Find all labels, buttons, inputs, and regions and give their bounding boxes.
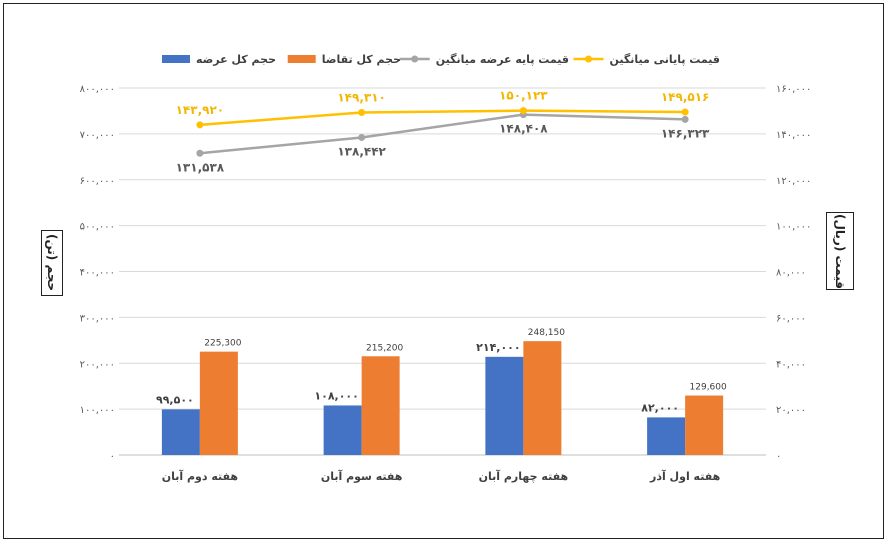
legend-marker	[585, 55, 592, 63]
right-tick-label: ۲۰,۰۰۰	[776, 405, 806, 416]
right-tick-label: ۱۴۰,۰۰۰	[776, 130, 811, 141]
demand-data-label: 129,600	[690, 383, 727, 393]
base-price-point	[681, 115, 689, 123]
supply-data-label: ۲۱۴,۰۰۰	[476, 341, 520, 354]
left-tick-label: ۰	[110, 451, 115, 462]
right-tick-label: ۱۰۰,۰۰۰	[776, 222, 811, 233]
demand-bar	[199, 351, 238, 455]
demand-data-label: 225,300	[204, 339, 241, 349]
final-price-point	[196, 121, 204, 129]
left-tick-label: ۷۰۰,۰۰۰	[80, 130, 115, 141]
left-tick-label: ۵۰۰,۰۰۰	[80, 222, 115, 233]
legend-label: قیمت پایه عرضه میانگین	[436, 53, 569, 66]
supply-bar	[323, 405, 362, 455]
final-price-data-label: ۱۴۳,۹۲۰	[176, 103, 225, 117]
left-axis-title: حجم (تن)	[45, 234, 59, 292]
demand-bar	[685, 395, 724, 455]
supply-data-label: ۹۹,۵۰۰	[156, 393, 194, 406]
right-axis-title: قیمت (ریال)	[833, 213, 847, 289]
left-tick-label: ۳۰۰,۰۰۰	[80, 313, 115, 324]
chart-canvas: ۰ ۱۰۰,۰۰۰ ۲۰۰,۰۰۰ ۳۰۰,۰۰۰ ۴۰۰,۰۰۰ ۵۰۰,۰۰۰ ۶۰۰,…	[80, 53, 812, 483]
supply-data-label: ۸۲,۰۰۰	[641, 401, 679, 414]
bars-group: ۹۹,۵۰۰ ۱۰۸,۰۰۰ ۲۱۴,۰۰۰ ۸۲,۰۰۰ 225,300 215,200…	[156, 328, 727, 455]
supply-bar	[647, 417, 686, 455]
final-price-data-label: ۱۵۰,۱۲۳	[499, 89, 548, 103]
left-tick-label: ۴۰۰,۰۰۰	[80, 268, 115, 279]
base-price-point	[358, 133, 366, 141]
category-label: هفته اول آذر	[649, 469, 720, 483]
final-price-data-label: ۱۴۹,۳۱۰	[337, 91, 386, 105]
category-label: هفته سوم آبان	[321, 469, 403, 483]
left-tick-label: ۱۰۰,۰۰۰	[80, 405, 115, 416]
demand-bar	[523, 341, 562, 455]
right-axis-title-box: قیمت (ریال)	[826, 212, 854, 290]
demand-bar	[361, 356, 400, 455]
left-tick-label: ۸۰۰,۰۰۰	[80, 84, 115, 95]
right-tick-label: ۱۲۰,۰۰۰	[776, 176, 811, 187]
demand-data-label: 215,200	[366, 343, 403, 353]
lines-group: ۱۳۱,۵۳۸ ۱۳۸,۴۴۲ ۱۴۸,۴۰۸ ۱۴۶,۳۲۳ ۱۴۳,۹۲۰ ۱۴۹,۳…	[176, 89, 710, 175]
base-price-point	[196, 149, 204, 157]
legend-label: حجم کل عرضه	[196, 53, 276, 66]
right-tick-label: ۱۶۰,۰۰۰	[776, 84, 811, 95]
category-labels: هفته دوم آبان هفته سوم آبان هفته چهارم آبا…	[162, 469, 721, 483]
left-tick-label: ۲۰۰,۰۰۰	[80, 359, 115, 370]
base-price-line	[199, 113, 686, 155]
final-price-point	[519, 107, 527, 115]
category-label: هفته دوم آبان	[162, 469, 238, 483]
legend-marker	[411, 55, 419, 63]
base-price-data-label: ۱۳۱,۵۳۸	[176, 160, 225, 174]
demand-data-label: 248,150	[528, 328, 565, 338]
chart-frame: ۰ ۱۰۰,۰۰۰ ۲۰۰,۰۰۰ ۳۰۰,۰۰۰ ۴۰۰,۰۰۰ ۵۰۰,۰۰۰ ۶۰۰,…	[3, 3, 884, 539]
supply-bar	[161, 409, 200, 455]
left-axis-ticks: ۰ ۱۰۰,۰۰۰ ۲۰۰,۰۰۰ ۳۰۰,۰۰۰ ۴۰۰,۰۰۰ ۵۰۰,۰۰۰ ۶۰۰,…	[80, 84, 115, 462]
right-tick-label: ۰	[776, 451, 781, 462]
base-price-data-label: ۱۳۸,۴۴۲	[337, 144, 386, 158]
base-price-data-label: ۱۴۶,۳۲۳	[661, 126, 710, 140]
final-price-point	[681, 108, 689, 116]
right-tick-label: ۶۰,۰۰۰	[776, 313, 806, 324]
final-price-point	[358, 109, 366, 117]
supply-data-label: ۱۰۸,۰۰۰	[314, 389, 358, 402]
right-axis-ticks: ۰ ۲۰,۰۰۰ ۴۰,۰۰۰ ۶۰,۰۰۰ ۸۰,۰۰۰ ۱۰۰,۰۰۰ ۱۲۰,۰۰۰ ۱…	[776, 84, 811, 462]
final-price-data-label: ۱۴۹,۵۱۶	[661, 90, 710, 104]
category-label: هفته چهارم آبان	[479, 469, 569, 483]
right-tick-label: ۴۰,۰۰۰	[776, 359, 806, 370]
legend: قیمت پایانی میانگین قیمت پایه عرضه میانگی…	[161, 53, 721, 66]
right-tick-label: ۸۰,۰۰۰	[776, 268, 806, 279]
base-price-data-label: ۱۴۸,۴۰۸	[499, 122, 548, 136]
left-tick-label: ۶۰۰,۰۰۰	[80, 176, 115, 187]
supply-bar	[485, 356, 524, 455]
left-axis-title-box: حجم (تن)	[41, 230, 63, 296]
legend-label: قیمت پایانی میانگین	[610, 53, 721, 66]
legend-swatch	[161, 55, 190, 63]
legend-swatch	[287, 55, 316, 63]
final-price-line	[199, 109, 686, 127]
legend-label: حجم کل تقاضا	[322, 53, 401, 66]
